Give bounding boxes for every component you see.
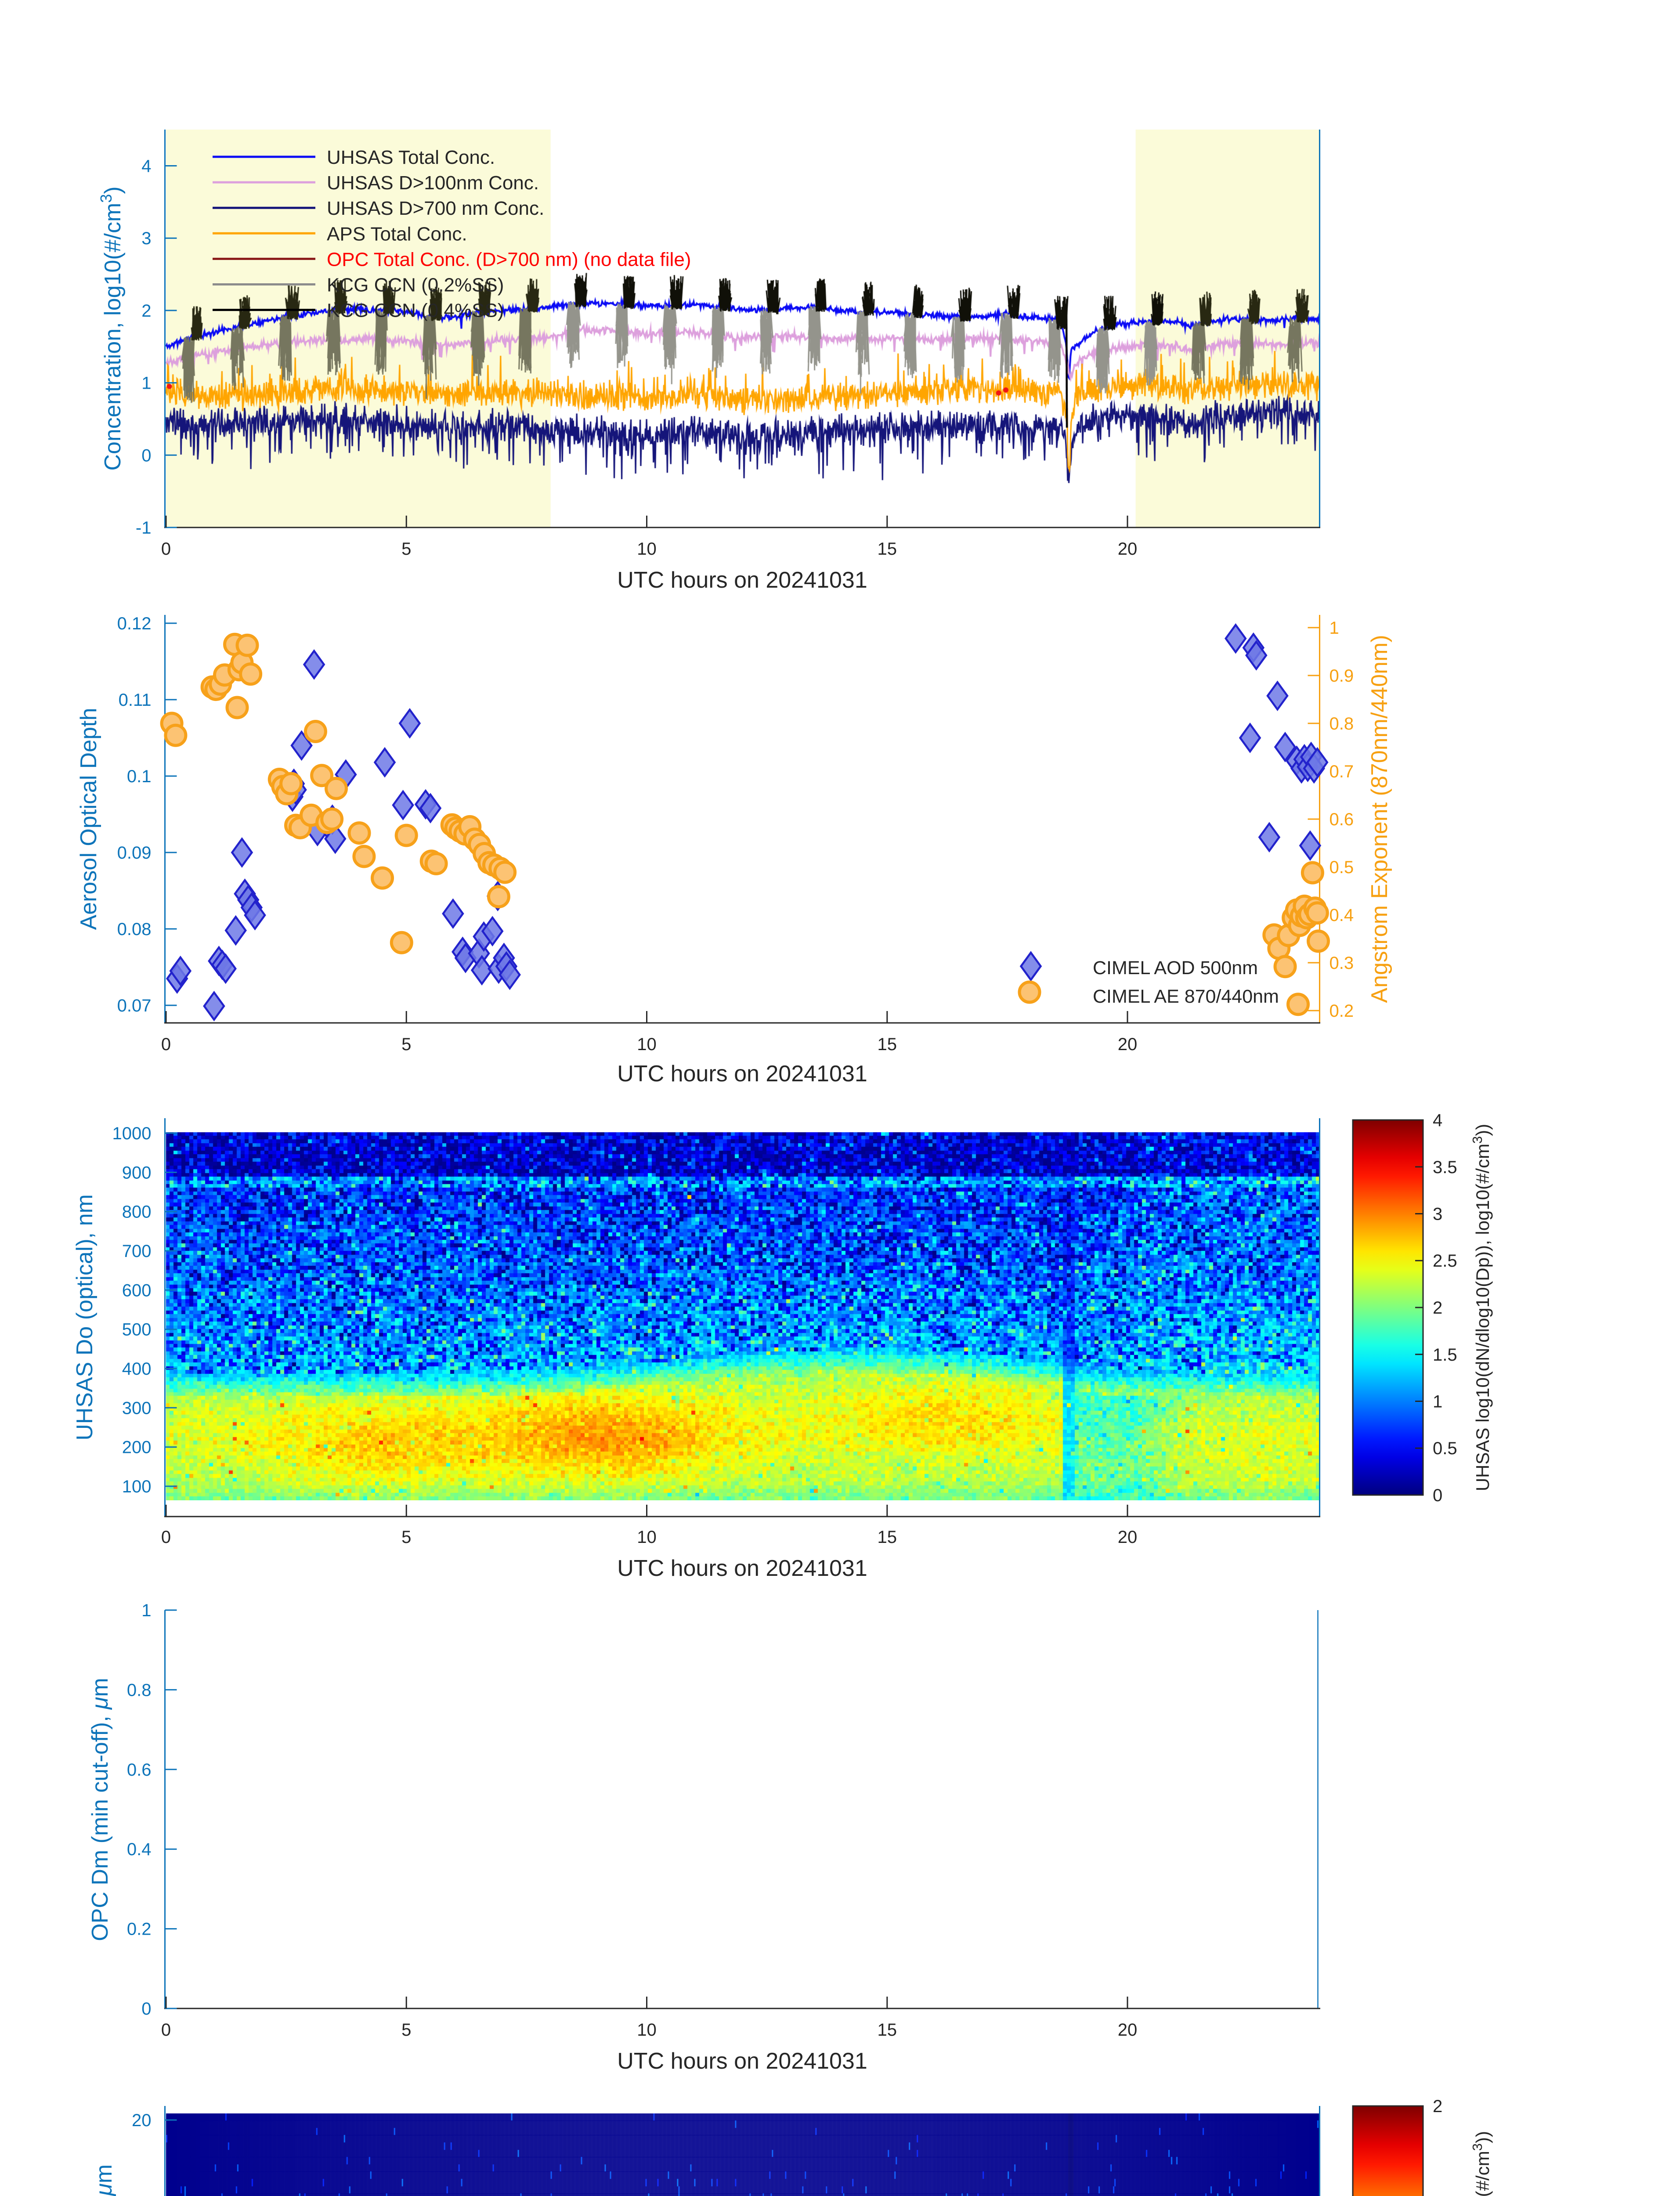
svg-text:KCG CCN (0.2%SS): KCG CCN (0.2%SS) (327, 274, 504, 296)
svg-text:UHSAS Total Conc.: UHSAS Total Conc. (327, 147, 495, 168)
svg-text:OPC Total Conc. (D>700 nm) (no: OPC Total Conc. (D>700 nm) (no data file… (327, 249, 691, 270)
svg-text:0: 0 (161, 2020, 171, 2040)
svg-text:0: 0 (161, 1035, 171, 1054)
svg-text:5: 5 (401, 1528, 411, 1547)
svg-text:0.5: 0.5 (1330, 858, 1354, 877)
svg-text:1: 1 (141, 374, 151, 393)
svg-text:3: 3 (1433, 1205, 1442, 1224)
svg-text:1000: 1000 (112, 1124, 152, 1143)
svg-text:900: 900 (122, 1163, 152, 1182)
svg-text:Concentration, log10(#/cm3): Concentration, log10(#/cm3) (97, 186, 126, 470)
svg-text:600: 600 (122, 1281, 152, 1300)
svg-text:UHSAS D>100nm Conc.: UHSAS D>100nm Conc. (327, 172, 539, 194)
svg-text:0.9: 0.9 (1330, 666, 1354, 686)
svg-text:UTC hours on 20241031: UTC hours on 20241031 (617, 2048, 867, 2074)
svg-text:200: 200 (122, 1438, 152, 1457)
svg-text:APS Total Conc.: APS Total Conc. (327, 223, 467, 245)
svg-text:0.4: 0.4 (127, 1840, 152, 1859)
svg-text:0.2: 0.2 (1330, 1001, 1354, 1021)
svg-text:4: 4 (141, 157, 151, 176)
svg-text:100: 100 (122, 1477, 152, 1496)
svg-text:20: 20 (1118, 1035, 1138, 1054)
svg-text:UTC hours on 20241031: UTC hours on 20241031 (617, 1061, 867, 1087)
svg-text:Aerosol Optical Depth: Aerosol Optical Depth (76, 708, 101, 930)
svg-text:1: 1 (141, 1601, 151, 1620)
svg-text:0.12: 0.12 (117, 614, 152, 633)
svg-text:0: 0 (141, 446, 151, 465)
svg-text:0.1: 0.1 (127, 767, 152, 786)
svg-text:Angstrom Exponent (870nm/440nm: Angstrom Exponent (870nm/440nm) (1367, 635, 1392, 1003)
svg-text:20: 20 (1118, 539, 1138, 559)
svg-text:0.09: 0.09 (117, 843, 152, 863)
svg-text:UHSAS D>700 nm Conc.: UHSAS D>700 nm Conc. (327, 198, 544, 219)
svg-text:0.6: 0.6 (1330, 810, 1354, 829)
svg-text:0.11: 0.11 (119, 690, 152, 710)
svg-text:800: 800 (122, 1203, 152, 1222)
svg-text:5: 5 (401, 539, 411, 559)
svg-text:10: 10 (637, 1035, 657, 1054)
svg-text:15: 15 (878, 2020, 897, 2040)
svg-text:0: 0 (161, 1528, 171, 1547)
svg-text:500: 500 (122, 1320, 152, 1340)
svg-text:2.5: 2.5 (1433, 1251, 1457, 1271)
svg-text:0.7: 0.7 (1330, 762, 1354, 781)
svg-text:3: 3 (141, 229, 151, 248)
svg-text:0: 0 (141, 1999, 151, 2019)
svg-text:CIMEL AOD 500nm: CIMEL AOD 500nm (1093, 957, 1258, 979)
svg-text:10: 10 (637, 1528, 657, 1547)
svg-text:400: 400 (122, 1359, 152, 1379)
svg-text:1: 1 (1330, 618, 1339, 638)
svg-text:0.2: 0.2 (127, 1920, 152, 1939)
svg-text:0.4: 0.4 (1330, 906, 1354, 925)
svg-text:20: 20 (1118, 2020, 1138, 2040)
svg-text:1.5: 1.5 (1433, 1345, 1457, 1365)
svg-text:2: 2 (141, 301, 151, 321)
svg-text:5: 5 (401, 1035, 411, 1054)
svg-text:UHSAS log10(dN/dlog10(Dp)), lo: UHSAS log10(dN/dlog10(Dp)), log10(#/cm3)… (1470, 1124, 1493, 1492)
svg-text:UTC hours on 20241031: UTC hours on 20241031 (617, 567, 867, 593)
svg-text:-1: -1 (136, 518, 152, 538)
svg-text:UHSAS Do (optical), nm: UHSAS Do (optical), nm (72, 1194, 98, 1441)
svg-text:UTC hours on 20241031: UTC hours on 20241031 (617, 1556, 867, 1581)
svg-text:0.8: 0.8 (1330, 714, 1354, 733)
svg-text:APS Da (aerodynamic), μm: APS Da (aerodynamic), μm (91, 2164, 117, 2196)
svg-text:KCG CCN (0.4%SS): KCG CCN (0.4%SS) (327, 300, 504, 321)
svg-text:APS log10(dN/dlog10(Dp)), log1: APS log10(dN/dlog10(Dp)), log10(#/cm3)) (1470, 2131, 1493, 2196)
svg-text:2: 2 (1433, 1298, 1442, 1318)
svg-text:15: 15 (878, 1528, 897, 1547)
svg-text:10: 10 (637, 2020, 657, 2040)
svg-text:0.5: 0.5 (1433, 1439, 1457, 1458)
svg-text:5: 5 (401, 2020, 411, 2040)
svg-text:15: 15 (878, 1035, 897, 1054)
svg-text:0: 0 (1433, 1486, 1442, 1505)
svg-text:2: 2 (1433, 2097, 1442, 2116)
svg-text:20: 20 (1118, 1528, 1138, 1547)
svg-text:0.07: 0.07 (117, 996, 152, 1015)
svg-text:10: 10 (637, 539, 657, 559)
svg-text:300: 300 (122, 1398, 152, 1418)
svg-text:0.08: 0.08 (117, 920, 152, 939)
svg-text:1: 1 (1433, 1392, 1442, 1412)
svg-text:4: 4 (1433, 1111, 1442, 1130)
svg-text:15: 15 (878, 539, 897, 559)
svg-text:700: 700 (122, 1242, 152, 1261)
svg-text:3.5: 3.5 (1433, 1158, 1457, 1177)
svg-text:0: 0 (161, 539, 171, 559)
svg-text:CIMEL AE 870/440nm: CIMEL AE 870/440nm (1093, 986, 1279, 1007)
svg-text:OPC Dm (min cut-off), μm: OPC Dm (min cut-off), μm (87, 1678, 113, 1941)
svg-text:0.6: 0.6 (127, 1760, 152, 1780)
svg-text:0.8: 0.8 (127, 1680, 152, 1700)
svg-text:1.5: 1.5 (1433, 2194, 1457, 2196)
svg-text:20: 20 (132, 2111, 152, 2130)
svg-text:0.3: 0.3 (1330, 954, 1354, 973)
